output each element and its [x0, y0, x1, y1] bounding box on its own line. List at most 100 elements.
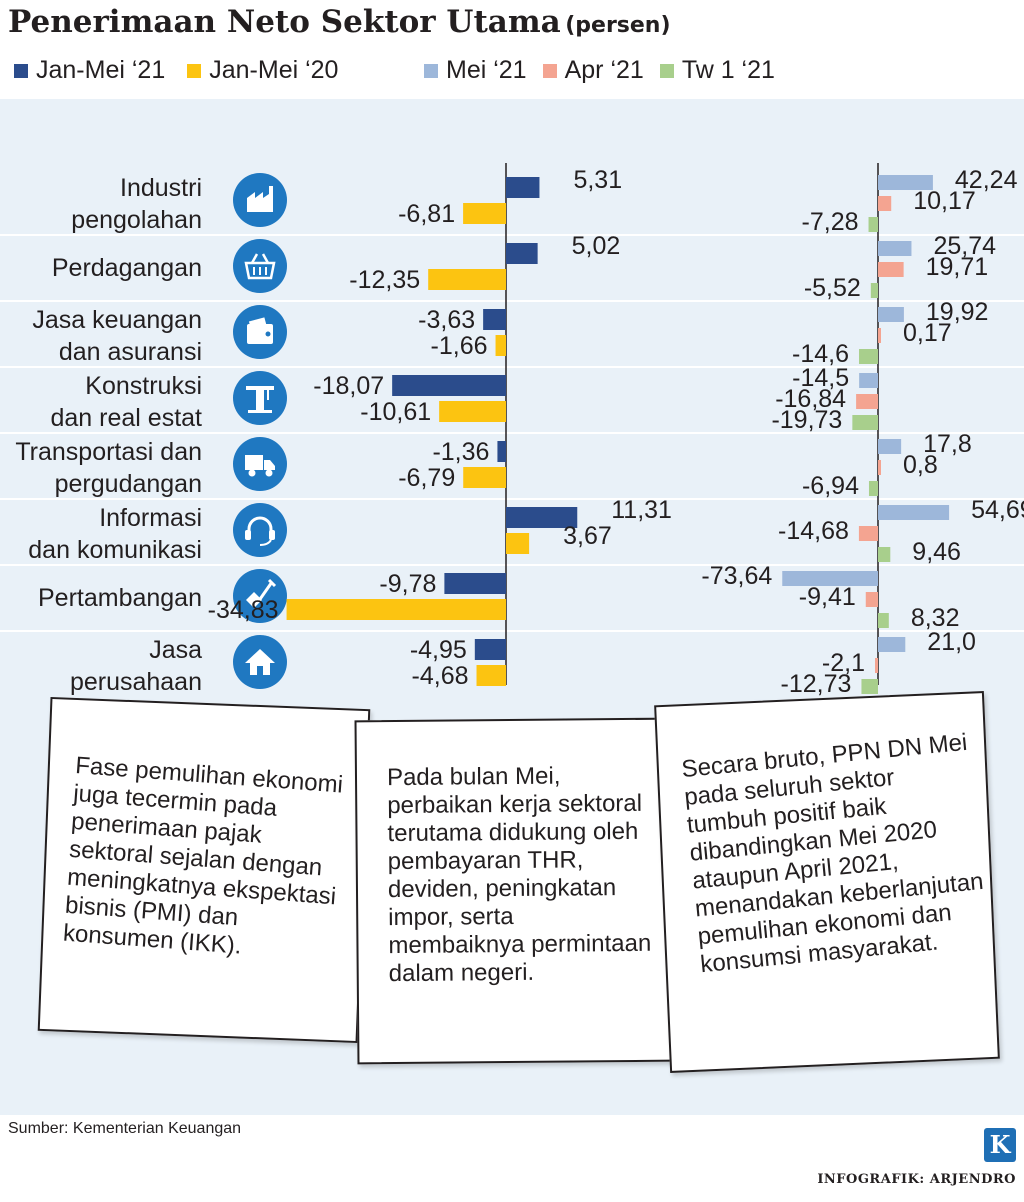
bar-apr-21: [878, 196, 892, 211]
bar-apr-21: [856, 394, 878, 409]
category-label: Industri: [120, 174, 202, 202]
wallet-icon: [233, 305, 287, 359]
bar-tw1-21: [870, 283, 878, 298]
data-label: -4,68: [412, 662, 469, 690]
bar-jan-mei-20: [476, 665, 506, 686]
bar-jan-mei-21: [506, 243, 538, 264]
note-card-1: Fase pemulihan ekonomi juga tecermin pad…: [37, 696, 371, 1044]
data-label: 0,17: [903, 319, 952, 347]
legend-label: Apr ‘21: [564, 56, 644, 84]
note-text: Fase pemulihan ekonomi juga tecermin pad…: [62, 752, 344, 960]
data-label: -14,6: [792, 340, 849, 368]
legend-label: Mei ‘21: [446, 56, 527, 84]
factory-icon: [233, 173, 287, 227]
data-label: -4,95: [410, 636, 467, 664]
data-label: -2,1: [822, 649, 865, 677]
bar-apr-21: [865, 592, 878, 607]
data-label: 25,74: [933, 232, 996, 260]
data-label: -12,35: [349, 266, 420, 294]
crane-icon: [233, 371, 287, 425]
headset-icon: [233, 503, 287, 557]
note-text: Pada bulan Mei, perbaikan kerja sektoral…: [386, 762, 652, 988]
category-label: dan asuransi: [59, 338, 202, 366]
note-card-3: Secara bruto, PPN DN Mei pada seluruh se…: [654, 690, 1000, 1074]
bar-jan-mei-21: [392, 375, 506, 396]
data-label: -3,63: [418, 306, 475, 334]
legend-swatch: [542, 63, 557, 78]
legend-swatch: [187, 63, 202, 78]
category-label: Jasa: [149, 636, 202, 664]
data-label: 19,92: [926, 298, 989, 326]
data-label: -7,28: [802, 208, 859, 236]
bar-mei-21: [878, 175, 933, 190]
truck-icon: [233, 437, 287, 491]
data-label: -9,41: [799, 583, 856, 611]
bar-tw1-21: [861, 679, 878, 694]
bar-jan-mei-21: [506, 177, 540, 198]
category-label: pergudangan: [55, 470, 202, 498]
bar-tw1-21: [852, 415, 878, 430]
category-label: Pertambangan: [38, 584, 202, 612]
data-label: 11,31: [611, 496, 672, 524]
bar-tw1-21: [878, 547, 891, 562]
data-label: -9,78: [379, 570, 436, 598]
legend-swatch: [659, 63, 674, 78]
data-label: 21,0: [927, 628, 976, 656]
category-label: dan real estat: [51, 404, 203, 432]
bar-mei-21: [878, 505, 950, 520]
data-label: -34,83: [208, 596, 279, 624]
data-label: 5,02: [572, 232, 621, 260]
category-label: Konstruksi: [85, 372, 202, 400]
bar-mei-21: [878, 241, 912, 256]
category-label: Informasi: [99, 504, 202, 532]
legend-right: Mei ‘21 Apr ‘21 Tw 1 ‘21: [424, 56, 791, 85]
bar-jan-mei-20: [428, 269, 506, 290]
bar-tw1-21: [868, 217, 878, 232]
data-label: 5,31: [573, 166, 622, 194]
data-label: -14,68: [778, 517, 849, 545]
legend-label: Tw 1 ‘21: [681, 56, 775, 84]
data-label: -1,36: [432, 438, 489, 466]
data-label: -5,52: [804, 274, 861, 302]
data-label: -14,5: [792, 364, 849, 392]
bar-mei-21: [878, 637, 906, 652]
data-label: 0,8: [903, 451, 938, 479]
bar-tw1-21: [859, 349, 878, 364]
legend-item-jan-mei-20: Jan-Mei ‘20: [187, 56, 338, 85]
bar-jan-mei-21: [497, 441, 506, 462]
data-label: 8,32: [911, 604, 960, 632]
bar-apr-21: [858, 526, 878, 541]
bar-jan-mei-20: [495, 335, 506, 356]
bar-jan-mei-21: [444, 573, 506, 594]
legend-label: Jan-Mei ‘20: [209, 56, 339, 84]
bar-apr-21: [878, 328, 881, 343]
bar-apr-21: [875, 658, 878, 673]
shovel-icon: [233, 569, 287, 623]
bar-jan-mei-20: [286, 599, 506, 620]
data-label: 42,24: [955, 166, 1018, 194]
data-label: -6,81: [398, 200, 455, 228]
legend-left: Jan-Mei ‘21 Jan-Mei ‘20: [14, 56, 354, 85]
data-label: 10,17: [913, 187, 976, 215]
data-label: 17,8: [923, 430, 972, 458]
legend-item-apr-21: Apr ‘21: [542, 56, 644, 85]
data-label: -73,64: [701, 562, 772, 590]
title-unit: (persen): [565, 13, 671, 38]
bar-mei-21: [859, 373, 878, 388]
page-title: Penerimaan Neto Sektor Utama (persen): [8, 4, 671, 40]
kompas-logo: K: [984, 1128, 1016, 1162]
category-label: Perdagangan: [52, 254, 202, 282]
data-label: 19,71: [926, 253, 989, 281]
data-label: -18,07: [313, 372, 384, 400]
legend-swatch: [14, 63, 28, 78]
category-label: dan komunikasi: [28, 536, 202, 564]
bar-jan-mei-20: [506, 533, 530, 554]
category-label: perusahaan: [70, 668, 202, 696]
bar-jan-mei-20: [439, 401, 506, 422]
data-label: -6,79: [398, 464, 455, 492]
title-main: Penerimaan Neto Sektor Utama: [8, 4, 561, 40]
data-label: -12,73: [781, 670, 852, 698]
bar-tw1-21: [868, 481, 878, 496]
bar-jan-mei-20: [463, 203, 506, 224]
bar-apr-21: [878, 262, 904, 277]
